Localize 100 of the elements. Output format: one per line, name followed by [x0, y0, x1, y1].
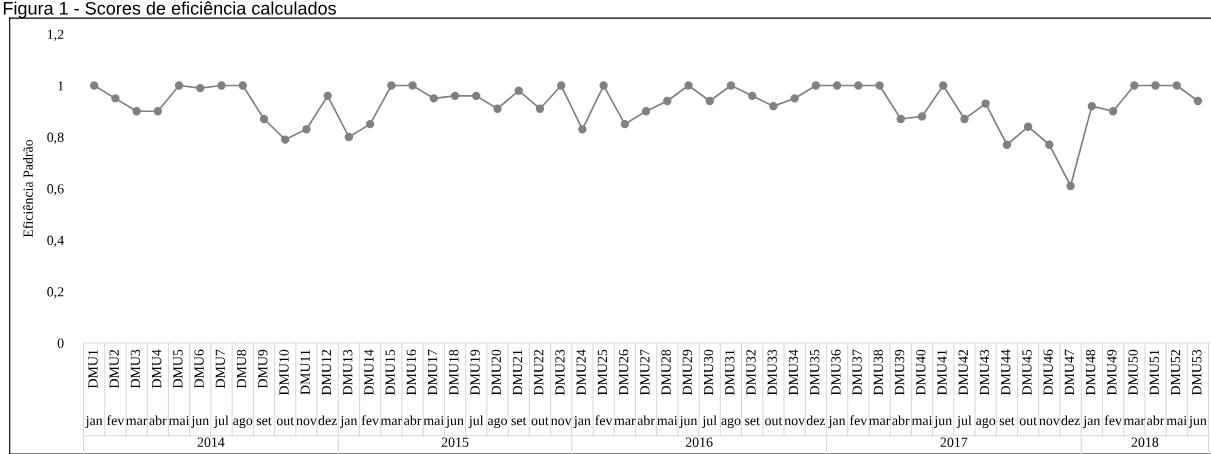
- x-tick-label: DMU5: [173, 349, 183, 389]
- text: mar: [380, 418, 403, 426]
- x-tick-label: DMU19: [470, 349, 480, 396]
- point: [556, 81, 566, 90]
- point: [259, 114, 269, 124]
- point: [1108, 107, 1118, 116]
- point: [981, 99, 990, 108]
- x-tick-label: DMU12: [321, 349, 332, 396]
- text: jul: [956, 415, 972, 429]
- x-tick-label: DMU26: [618, 349, 629, 396]
- text: jul: [468, 415, 484, 429]
- text: abr: [149, 415, 167, 426]
- point: [960, 114, 969, 124]
- text: set: [745, 417, 760, 426]
- text: fev: [849, 415, 868, 426]
- x-tick-label: DMU28: [661, 349, 671, 396]
- point: [854, 81, 863, 90]
- x-tick-label: DMU17: [427, 349, 438, 396]
- x-tick-label: DMU34: [788, 349, 799, 396]
- x-tick-label: DMU49: [1107, 349, 1117, 396]
- x-tick-label: DMU50: [1128, 349, 1138, 396]
- point: [493, 104, 502, 113]
- x-tick-label: DMU6: [194, 349, 204, 389]
- point: [174, 81, 184, 90]
- x-tick-label: DMU9: [258, 349, 268, 389]
- point: [217, 81, 226, 90]
- x-tick-label: DMU32: [746, 349, 756, 396]
- x-tick-label: DMU38: [873, 349, 884, 396]
- x-tick-label: DMU27: [640, 349, 650, 396]
- text: mar: [1123, 418, 1145, 426]
- text: jan: [828, 415, 846, 429]
- x-tick-label: DMU52: [1170, 349, 1181, 396]
- point: [323, 91, 332, 101]
- point: [281, 135, 290, 144]
- point: [1193, 96, 1203, 106]
- x-tick-label: DMU10: [279, 349, 289, 396]
- text: jun: [191, 415, 209, 429]
- x-tick-label: DMU35: [810, 349, 820, 396]
- point: [748, 91, 757, 101]
- text: set: [511, 417, 527, 426]
- text: ago: [487, 417, 507, 429]
- y-tick-label: 0,8: [47, 132, 64, 144]
- point: [769, 101, 778, 111]
- text: mar: [126, 418, 148, 426]
- text: 2018: [1131, 437, 1159, 447]
- x-tick-label: DMU8: [236, 349, 247, 389]
- text: 2016: [685, 437, 713, 447]
- x-tick-label: DMU51: [1149, 350, 1159, 396]
- text: abr: [892, 415, 910, 426]
- text: set: [999, 417, 1015, 426]
- text: mai: [423, 415, 444, 426]
- text: 2014: [197, 437, 225, 447]
- point: [896, 114, 905, 124]
- point: [238, 81, 247, 90]
- x-tick-label: DMU41: [937, 350, 947, 396]
- text: ago: [233, 417, 253, 429]
- text: nov: [551, 418, 572, 426]
- x-tick-label: DMU37: [852, 349, 862, 396]
- x-tick-label: DMU22: [534, 349, 544, 396]
- text: 2017: [940, 437, 968, 447]
- text: mai: [168, 415, 190, 426]
- text: jan: [573, 415, 591, 429]
- point: [111, 94, 120, 103]
- x-tick-label: DMU30: [703, 349, 714, 396]
- point: [344, 132, 354, 142]
- text: out: [1019, 417, 1037, 426]
- x-tick-label: DMU4: [152, 349, 162, 389]
- x-tick-label: DMU39: [894, 349, 905, 396]
- point: [1087, 101, 1096, 111]
- x-tick-label: DMU20: [491, 349, 501, 396]
- x-tick-label: DMU21: [512, 350, 523, 396]
- x-tick-label: DMU25: [597, 349, 608, 396]
- point: [450, 91, 460, 101]
- text: nov: [784, 418, 806, 426]
- text: dez: [318, 415, 337, 426]
- point: [917, 112, 927, 121]
- text: abr: [404, 415, 422, 426]
- x-tick-label: DMU36: [831, 349, 841, 396]
- text: jun: [933, 415, 952, 429]
- text: ago: [976, 417, 996, 429]
- x-tick-label: DMU14: [364, 349, 374, 396]
- point: [408, 81, 417, 90]
- y-tick-label: 0: [57, 338, 64, 348]
- point: [620, 119, 630, 129]
- x-tick-label: DMU44: [1001, 349, 1011, 396]
- text: abr: [637, 415, 655, 426]
- point: [90, 81, 99, 90]
- point: [302, 125, 311, 134]
- y-tick-label: 1,2: [47, 29, 64, 41]
- text: jan: [85, 415, 103, 429]
- text: dez: [806, 415, 826, 426]
- x-tick-label: DMU7: [215, 349, 226, 389]
- x-tick-label: DMU53: [1192, 349, 1202, 396]
- chart-title: Figura 1 - Scores de eficiência calculados: [3, 1, 336, 19]
- point: [153, 107, 163, 116]
- point: [832, 81, 842, 90]
- text: jul: [702, 415, 717, 429]
- y-tick-label: 0,4: [47, 235, 64, 247]
- x-tick-label: DMU47: [1064, 349, 1075, 396]
- point: [1151, 81, 1160, 90]
